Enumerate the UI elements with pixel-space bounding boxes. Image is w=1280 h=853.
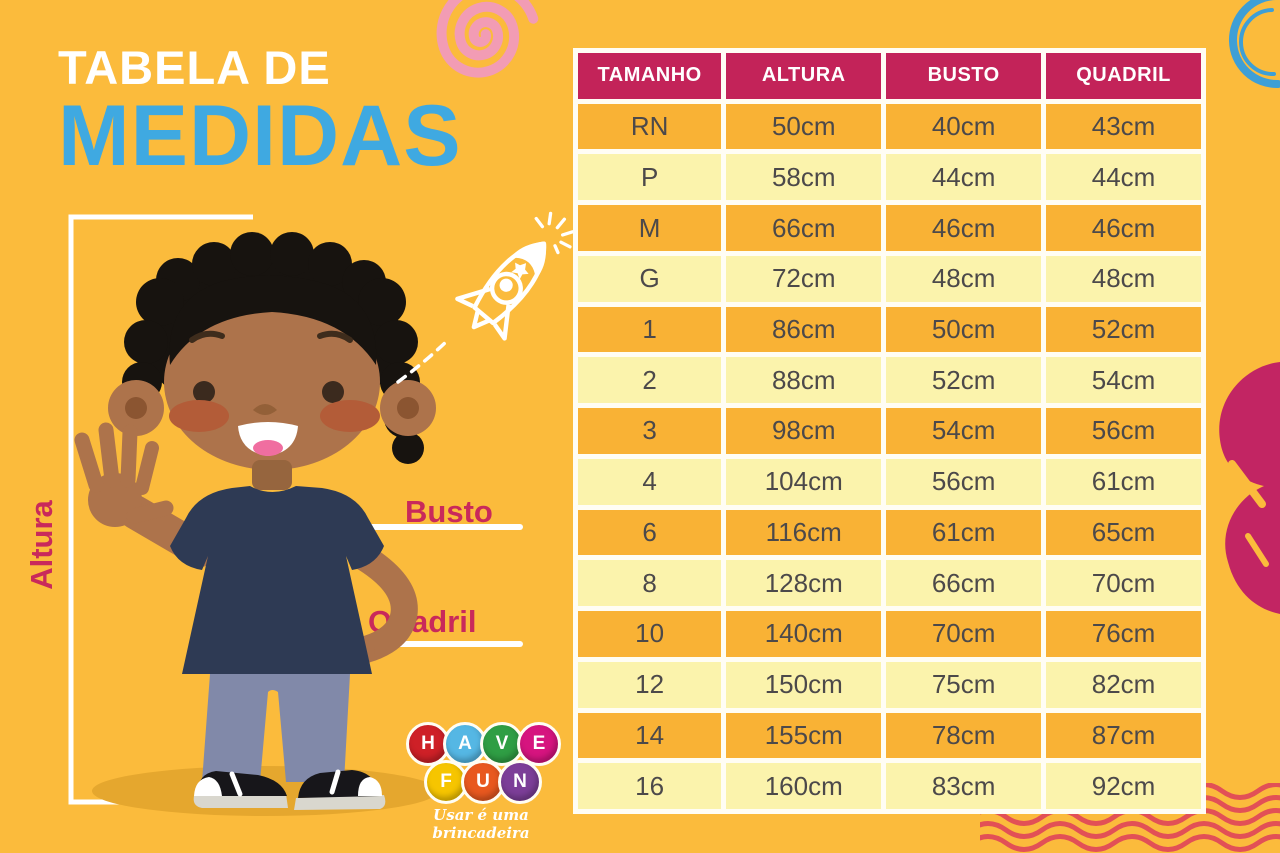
size-cell: 1	[578, 306, 722, 353]
measure-cell: 61cm	[1046, 458, 1201, 505]
logo-ball-n: N	[498, 760, 542, 804]
measure-cell: 52cm	[886, 357, 1042, 404]
measure-cell: 44cm	[1046, 154, 1201, 201]
boy-figure	[74, 232, 436, 810]
measure-cell: 54cm	[886, 408, 1042, 454]
measure-cell: 86cm	[726, 306, 882, 353]
measure-cell: 48cm	[886, 255, 1042, 302]
column-header-altura: ALTURA	[726, 53, 882, 99]
measure-cell: 46cm	[886, 205, 1042, 251]
measure-cell: 66cm	[886, 560, 1042, 607]
pink-spiral-doodle	[436, 0, 539, 78]
measure-cell: 46cm	[1046, 205, 1201, 251]
measure-cell: 52cm	[1046, 306, 1201, 353]
dashed-trail	[396, 338, 450, 384]
size-cell: M	[578, 205, 722, 251]
magenta-brush-doodle	[1219, 362, 1280, 614]
measure-cell: 43cm	[1046, 103, 1201, 150]
size-cell: 16	[578, 763, 722, 809]
measure-cell: 104cm	[726, 458, 882, 505]
size-table: TAMANHO ALTURA BUSTO QUADRIL RN 50cm 40cm 4…	[573, 48, 1206, 814]
size-cell: 4	[578, 458, 722, 505]
size-cell: P	[578, 154, 722, 201]
size-cell: RN	[578, 103, 722, 150]
column-header-quadril: QUADRIL	[1046, 53, 1201, 99]
measure-cell: 65cm	[1046, 509, 1201, 556]
measure-cell: 50cm	[726, 103, 882, 150]
measure-cell: 78cm	[886, 712, 1042, 759]
measure-cell: 75cm	[886, 661, 1042, 708]
logo-ball-h: H	[406, 722, 450, 766]
measure-cell: 50cm	[886, 306, 1042, 353]
measure-cell: 98cm	[726, 408, 882, 454]
size-cell: 8	[578, 560, 722, 607]
measure-cell: 48cm	[1046, 255, 1201, 302]
measure-cell: 83cm	[886, 763, 1042, 809]
measure-cell: 54cm	[1046, 357, 1201, 404]
measure-cell: 61cm	[886, 509, 1042, 556]
page-title-line1: TABELA DE	[58, 41, 331, 94]
measure-cell: 58cm	[726, 154, 882, 201]
page-title: TABELA DE MEDIDAS	[58, 44, 462, 179]
size-cell: 2	[578, 357, 722, 404]
measure-cell: 56cm	[1046, 408, 1201, 454]
page-title-line2: MEDIDAS	[58, 88, 462, 184]
measure-cell: 70cm	[886, 611, 1042, 657]
measure-cell: 72cm	[726, 255, 882, 302]
measure-cell: 40cm	[886, 103, 1042, 150]
measure-cell: 160cm	[726, 763, 882, 809]
measure-cell: 116cm	[726, 509, 882, 556]
logo-ball-e: E	[517, 722, 561, 766]
measure-cell: 155cm	[726, 712, 882, 759]
rocket-icon	[455, 211, 575, 341]
size-cell: 12	[578, 661, 722, 708]
size-cell: 3	[578, 408, 722, 454]
measure-cell: 87cm	[1046, 712, 1201, 759]
measure-cell: 70cm	[1046, 560, 1201, 607]
sneakers	[193, 769, 386, 810]
boy-illustration	[68, 211, 575, 816]
quadril-pointer-line	[365, 641, 523, 647]
measure-cell: 92cm	[1046, 763, 1201, 809]
measure-cell: 88cm	[726, 357, 882, 404]
column-header-tamanho: TAMANHO	[578, 53, 722, 99]
measure-cell: 128cm	[726, 560, 882, 607]
measure-cell: 76cm	[1046, 611, 1201, 657]
measure-cell: 44cm	[886, 154, 1042, 201]
size-cell: G	[578, 255, 722, 302]
logo-ball-f: F	[424, 760, 468, 804]
label-busto: Busto	[405, 494, 493, 529]
column-header-busto: BUSTO	[886, 53, 1042, 99]
measure-cell: 82cm	[1046, 661, 1201, 708]
measure-cell: 56cm	[886, 458, 1042, 505]
logo-tagline: Usar é uma brincadeira	[432, 806, 530, 842]
size-cell: 14	[578, 712, 722, 759]
measure-cell: 150cm	[726, 661, 882, 708]
measure-cell: 140cm	[726, 611, 882, 657]
size-cell: 6	[578, 509, 722, 556]
blue-circle-doodle	[1229, 0, 1280, 89]
size-cell: 10	[578, 611, 722, 657]
measure-cell: 66cm	[726, 205, 882, 251]
busto-pointer-line	[345, 524, 523, 530]
